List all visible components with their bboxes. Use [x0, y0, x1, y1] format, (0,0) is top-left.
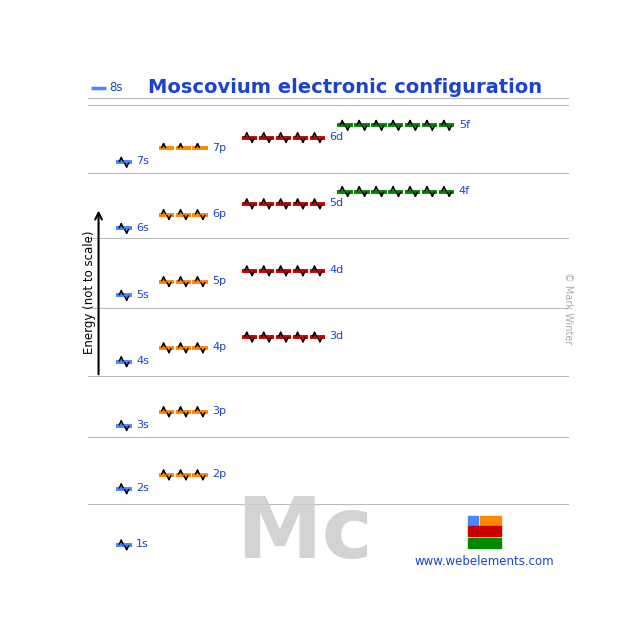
Text: 5s: 5s	[136, 290, 149, 300]
Text: 5p: 5p	[212, 276, 227, 286]
Bar	[468, 538, 501, 548]
Bar	[468, 516, 478, 525]
Bar	[480, 516, 490, 525]
Text: Mc: Mc	[236, 493, 373, 577]
Text: 4f: 4f	[459, 186, 470, 196]
Bar	[492, 516, 501, 525]
Text: 6p: 6p	[212, 209, 227, 219]
Bar	[468, 527, 501, 536]
Text: 7s: 7s	[136, 157, 149, 166]
Text: © Mark Winter: © Mark Winter	[563, 271, 573, 344]
Text: 3d: 3d	[330, 332, 344, 341]
Text: 1s: 1s	[136, 539, 149, 549]
Text: www.webelements.com: www.webelements.com	[415, 556, 554, 568]
Text: 2s: 2s	[136, 483, 149, 493]
Text: 5f: 5f	[459, 120, 470, 129]
Text: 6s: 6s	[136, 223, 149, 233]
Text: 4p: 4p	[212, 342, 227, 352]
Text: 4s: 4s	[136, 356, 149, 366]
Text: 2p: 2p	[212, 469, 227, 479]
Text: 5d: 5d	[330, 198, 344, 208]
Text: 3p: 3p	[212, 406, 227, 416]
Text: 3s: 3s	[136, 420, 149, 430]
Text: 7p: 7p	[212, 143, 227, 152]
Text: Moscovium electronic configuration: Moscovium electronic configuration	[148, 78, 542, 97]
Text: 8s: 8s	[109, 81, 123, 94]
Text: 6d: 6d	[330, 132, 344, 142]
Text: Energy (not to scale): Energy (not to scale)	[83, 230, 96, 354]
Text: 4d: 4d	[330, 265, 344, 275]
